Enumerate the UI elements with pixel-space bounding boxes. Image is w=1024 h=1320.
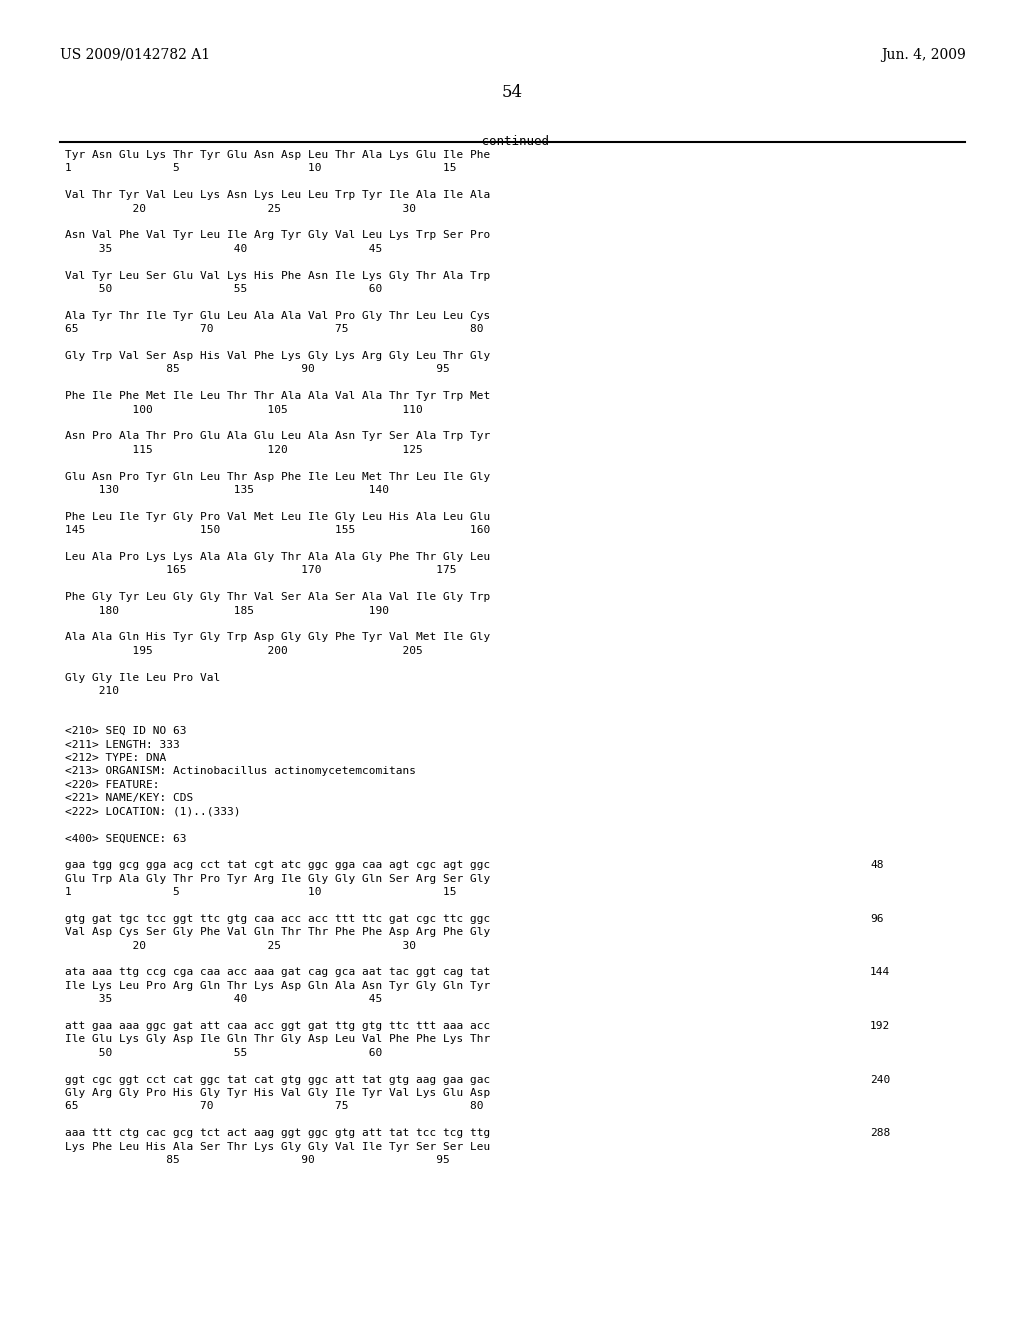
Text: 210: 210: [65, 686, 119, 696]
Text: gaa tgg gcg gga acg cct tat cgt atc ggc gga caa agt cgc agt ggc: gaa tgg gcg gga acg cct tat cgt atc ggc …: [65, 861, 490, 870]
Text: 1               5                   10                  15: 1 5 10 15: [65, 887, 457, 898]
Text: 195                 200                 205: 195 200 205: [65, 645, 423, 656]
Text: 35                  40                  45: 35 40 45: [65, 244, 382, 253]
Text: 144: 144: [870, 968, 890, 977]
Text: 50                  55                  60: 50 55 60: [65, 1048, 382, 1057]
Text: gtg gat tgc tcc ggt ttc gtg caa acc acc ttt ttc gat cgc ttc ggc: gtg gat tgc tcc ggt ttc gtg caa acc acc …: [65, 913, 490, 924]
Text: 115                 120                 125: 115 120 125: [65, 445, 423, 455]
Text: Ile Lys Leu Pro Arg Gln Thr Lys Asp Gln Ala Asn Tyr Gly Gln Tyr: Ile Lys Leu Pro Arg Gln Thr Lys Asp Gln …: [65, 981, 490, 991]
Text: <221> NAME/KEY: CDS: <221> NAME/KEY: CDS: [65, 793, 194, 803]
Text: 130                 135                 140: 130 135 140: [65, 484, 389, 495]
Text: Glu Trp Ala Gly Thr Pro Tyr Arg Ile Gly Gly Gln Ser Arg Ser Gly: Glu Trp Ala Gly Thr Pro Tyr Arg Ile Gly …: [65, 874, 490, 883]
Text: Ala Ala Gln His Tyr Gly Trp Asp Gly Gly Phe Tyr Val Met Ile Gly: Ala Ala Gln His Tyr Gly Trp Asp Gly Gly …: [65, 632, 490, 643]
Text: 54: 54: [502, 84, 522, 102]
Text: -continued: -continued: [474, 135, 550, 148]
Text: Val Tyr Leu Ser Glu Val Lys His Phe Asn Ile Lys Gly Thr Ala Trp: Val Tyr Leu Ser Glu Val Lys His Phe Asn …: [65, 271, 490, 281]
Text: Gly Trp Val Ser Asp His Val Phe Lys Gly Lys Arg Gly Leu Thr Gly: Gly Trp Val Ser Asp His Val Phe Lys Gly …: [65, 351, 490, 360]
Text: 180                 185                 190: 180 185 190: [65, 606, 389, 615]
Text: Glu Asn Pro Tyr Gln Leu Thr Asp Phe Ile Leu Met Thr Leu Ile Gly: Glu Asn Pro Tyr Gln Leu Thr Asp Phe Ile …: [65, 471, 490, 482]
Text: 1               5                   10                  15: 1 5 10 15: [65, 164, 457, 173]
Text: 165                 170                 175: 165 170 175: [65, 565, 457, 576]
Text: Ile Glu Lys Gly Asp Ile Gln Thr Gly Asp Leu Val Phe Phe Lys Thr: Ile Glu Lys Gly Asp Ile Gln Thr Gly Asp …: [65, 1035, 490, 1044]
Text: Phe Ile Phe Met Ile Leu Thr Thr Ala Ala Val Ala Thr Tyr Trp Met: Phe Ile Phe Met Ile Leu Thr Thr Ala Ala …: [65, 391, 490, 401]
Text: Phe Leu Ile Tyr Gly Pro Val Met Leu Ile Gly Leu His Ala Leu Glu: Phe Leu Ile Tyr Gly Pro Val Met Leu Ile …: [65, 512, 490, 521]
Text: att gaa aaa ggc gat att caa acc ggt gat ttg gtg ttc ttt aaa acc: att gaa aaa ggc gat att caa acc ggt gat …: [65, 1020, 490, 1031]
Text: 48: 48: [870, 861, 884, 870]
Text: 288: 288: [870, 1129, 890, 1138]
Text: 85                  90                  95: 85 90 95: [65, 364, 450, 375]
Text: 35                  40                  45: 35 40 45: [65, 994, 382, 1005]
Text: Gly Gly Ile Leu Pro Val: Gly Gly Ile Leu Pro Val: [65, 673, 220, 682]
Text: <220> FEATURE:: <220> FEATURE:: [65, 780, 160, 789]
Text: 192: 192: [870, 1020, 890, 1031]
Text: 240: 240: [870, 1074, 890, 1085]
Text: <222> LOCATION: (1)..(333): <222> LOCATION: (1)..(333): [65, 807, 241, 817]
Text: 65                  70                  75                  80: 65 70 75 80: [65, 1101, 483, 1111]
Text: <212> TYPE: DNA: <212> TYPE: DNA: [65, 752, 166, 763]
Text: 50                  55                  60: 50 55 60: [65, 284, 382, 294]
Text: Val Asp Cys Ser Gly Phe Val Gln Thr Thr Phe Phe Asp Arg Phe Gly: Val Asp Cys Ser Gly Phe Val Gln Thr Thr …: [65, 927, 490, 937]
Text: Tyr Asn Glu Lys Thr Tyr Glu Asn Asp Leu Thr Ala Lys Glu Ile Phe: Tyr Asn Glu Lys Thr Tyr Glu Asn Asp Leu …: [65, 150, 490, 160]
Text: ata aaa ttg ccg cga caa acc aaa gat cag gca aat tac ggt cag tat: ata aaa ttg ccg cga caa acc aaa gat cag …: [65, 968, 490, 977]
Text: Asn Val Phe Val Tyr Leu Ile Arg Tyr Gly Val Leu Lys Trp Ser Pro: Asn Val Phe Val Tyr Leu Ile Arg Tyr Gly …: [65, 231, 490, 240]
Text: Leu Ala Pro Lys Lys Ala Ala Gly Thr Ala Ala Gly Phe Thr Gly Leu: Leu Ala Pro Lys Lys Ala Ala Gly Thr Ala …: [65, 552, 490, 562]
Text: Jun. 4, 2009: Jun. 4, 2009: [882, 48, 966, 62]
Text: 65                  70                  75                  80: 65 70 75 80: [65, 325, 483, 334]
Text: <400> SEQUENCE: 63: <400> SEQUENCE: 63: [65, 833, 186, 843]
Text: <213> ORGANISM: Actinobacillus actinomycetemcomitans: <213> ORGANISM: Actinobacillus actinomyc…: [65, 767, 416, 776]
Text: <210> SEQ ID NO 63: <210> SEQ ID NO 63: [65, 726, 186, 737]
Text: aaa ttt ctg cac gcg tct act aag ggt ggc gtg att tat tcc tcg ttg: aaa ttt ctg cac gcg tct act aag ggt ggc …: [65, 1129, 490, 1138]
Text: 145                 150                 155                 160: 145 150 155 160: [65, 525, 490, 535]
Text: ggt cgc ggt cct cat ggc tat cat gtg ggc att tat gtg aag gaa gac: ggt cgc ggt cct cat ggc tat cat gtg ggc …: [65, 1074, 490, 1085]
Text: 85                  90                  95: 85 90 95: [65, 1155, 450, 1166]
Text: 100                 105                 110: 100 105 110: [65, 405, 423, 414]
Text: Phe Gly Tyr Leu Gly Gly Thr Val Ser Ala Ser Ala Val Ile Gly Trp: Phe Gly Tyr Leu Gly Gly Thr Val Ser Ala …: [65, 593, 490, 602]
Text: Asn Pro Ala Thr Pro Glu Ala Glu Leu Ala Asn Tyr Ser Ala Trp Tyr: Asn Pro Ala Thr Pro Glu Ala Glu Leu Ala …: [65, 432, 490, 441]
Text: 96: 96: [870, 913, 884, 924]
Text: 20                  25                  30: 20 25 30: [65, 941, 416, 950]
Text: <211> LENGTH: 333: <211> LENGTH: 333: [65, 739, 180, 750]
Text: Lys Phe Leu His Ala Ser Thr Lys Gly Gly Val Ile Tyr Ser Ser Leu: Lys Phe Leu His Ala Ser Thr Lys Gly Gly …: [65, 1142, 490, 1151]
Text: Ala Tyr Thr Ile Tyr Glu Leu Ala Ala Val Pro Gly Thr Leu Leu Cys: Ala Tyr Thr Ile Tyr Glu Leu Ala Ala Val …: [65, 310, 490, 321]
Text: Val Thr Tyr Val Leu Lys Asn Lys Leu Leu Trp Tyr Ile Ala Ile Ala: Val Thr Tyr Val Leu Lys Asn Lys Leu Leu …: [65, 190, 490, 201]
Text: Gly Arg Gly Pro His Gly Tyr His Val Gly Ile Tyr Val Lys Glu Asp: Gly Arg Gly Pro His Gly Tyr His Val Gly …: [65, 1088, 490, 1098]
Text: US 2009/0142782 A1: US 2009/0142782 A1: [60, 48, 210, 62]
Text: 20                  25                  30: 20 25 30: [65, 203, 416, 214]
